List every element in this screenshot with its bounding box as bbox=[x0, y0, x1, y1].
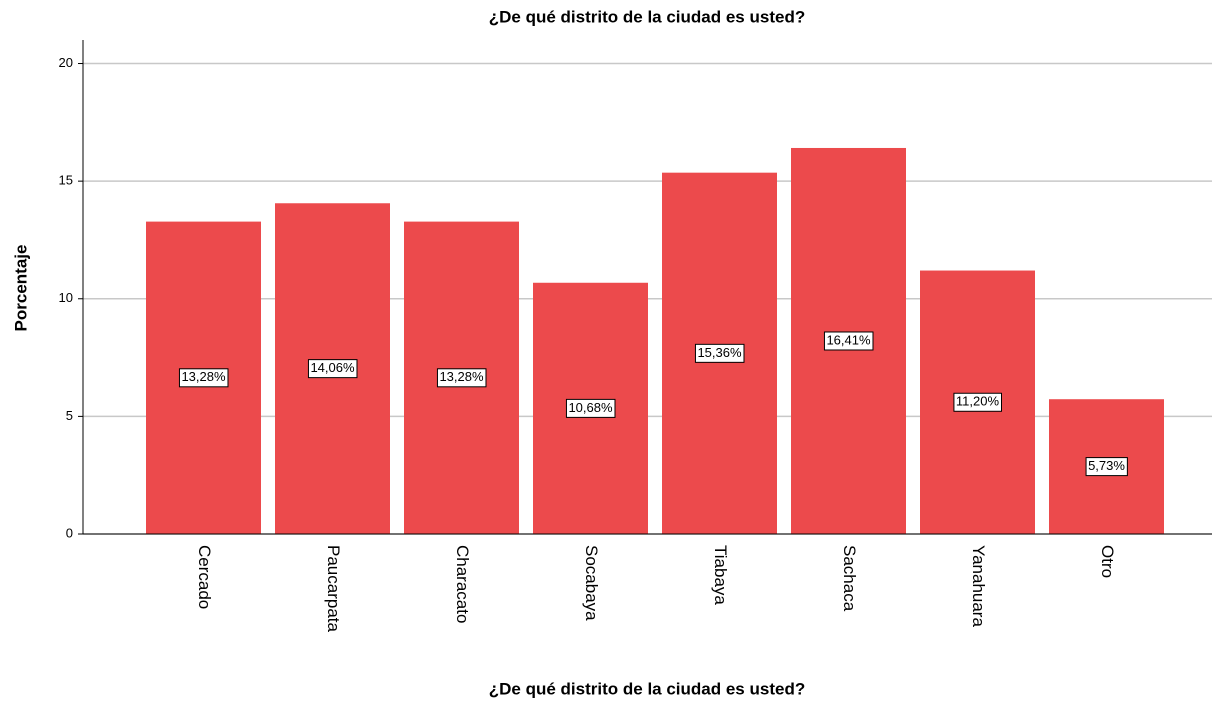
value-label: 13,28% bbox=[181, 369, 226, 384]
value-label: 5,73% bbox=[1088, 458, 1125, 473]
value-label-box bbox=[1085, 457, 1128, 477]
x-tick-label: Tiabaya bbox=[711, 545, 730, 605]
value-label-box bbox=[436, 368, 487, 388]
y-tick-label: 20 bbox=[59, 55, 73, 70]
y-tick-label: 10 bbox=[59, 290, 73, 305]
value-label-box bbox=[694, 343, 745, 363]
value-label: 13,28% bbox=[439, 369, 484, 384]
chart-title: ¿De qué distrito de la ciudad es usted? bbox=[489, 7, 805, 26]
y-axis-title: Porcentaje bbox=[11, 245, 30, 332]
value-label: 11,20% bbox=[956, 394, 1000, 409]
y-tick-label: 15 bbox=[59, 173, 73, 188]
value-label-box bbox=[178, 368, 229, 388]
x-tick-label: Sachaca bbox=[840, 545, 859, 612]
value-label-box bbox=[823, 331, 874, 351]
x-tick-label: Otro bbox=[1098, 545, 1117, 578]
x-tick-label: Cercado bbox=[195, 545, 214, 609]
value-label: 16,41% bbox=[826, 332, 871, 347]
x-tick-label: Yanahuara bbox=[969, 545, 988, 627]
value-label: 14,06% bbox=[310, 360, 355, 375]
x-axis-title: ¿De qué distrito de la ciudad es usted? bbox=[489, 679, 805, 698]
y-tick-label: 5 bbox=[66, 408, 73, 423]
value-label-box bbox=[565, 398, 616, 418]
x-tick-label: Paucarpata bbox=[324, 545, 343, 632]
y-tick-label: 0 bbox=[66, 525, 73, 540]
x-tick-label: Socabaya bbox=[582, 545, 601, 621]
x-tick-label: Characato bbox=[453, 545, 472, 623]
value-label: 10,68% bbox=[568, 400, 613, 415]
value-label-box bbox=[307, 359, 358, 379]
value-label: 15,36% bbox=[697, 345, 742, 360]
value-label-box bbox=[953, 392, 1002, 412]
